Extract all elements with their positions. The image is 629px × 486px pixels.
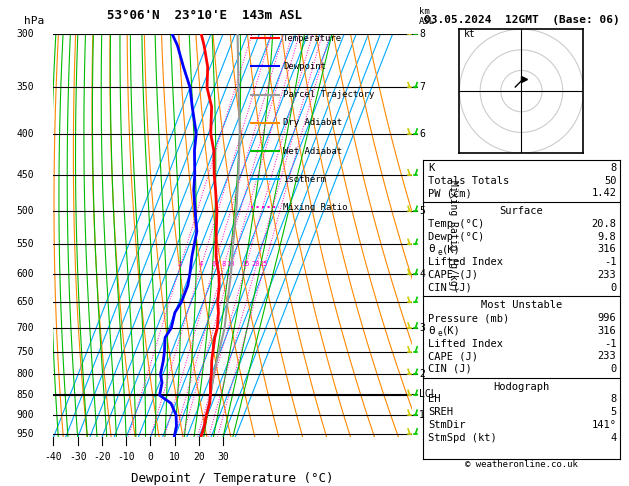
Text: 53°06'N  23°10'E  143m ASL: 53°06'N 23°10'E 143m ASL <box>106 9 301 22</box>
Text: 2: 2 <box>419 369 425 379</box>
Text: 4: 4 <box>198 260 203 266</box>
Text: 900: 900 <box>16 410 34 420</box>
Text: 450: 450 <box>16 170 34 180</box>
Text: 8: 8 <box>610 163 616 173</box>
Text: PW (cm): PW (cm) <box>428 189 472 198</box>
Text: 500: 500 <box>16 206 34 216</box>
Text: 9.8: 9.8 <box>598 232 616 242</box>
Text: SREH: SREH <box>428 407 454 417</box>
Text: e: e <box>438 248 442 257</box>
Text: Totals Totals: Totals Totals <box>428 176 509 186</box>
Text: e: e <box>438 330 442 338</box>
Text: -40: -40 <box>45 451 62 462</box>
Text: Surface: Surface <box>499 206 543 216</box>
Text: hPa: hPa <box>24 16 44 26</box>
Text: 1: 1 <box>419 410 425 420</box>
Text: StmDir: StmDir <box>428 420 466 430</box>
Text: 850: 850 <box>16 390 34 400</box>
Text: 8: 8 <box>419 29 425 39</box>
Text: (K): (K) <box>442 244 461 254</box>
Text: Mixing Ratio: Mixing Ratio <box>283 203 347 212</box>
Text: 6: 6 <box>419 129 425 139</box>
Text: 550: 550 <box>16 239 34 249</box>
Text: 7: 7 <box>419 83 425 92</box>
Text: CIN (J): CIN (J) <box>428 364 472 374</box>
Text: 10: 10 <box>169 451 181 462</box>
Text: (K): (K) <box>442 326 461 336</box>
Text: 800: 800 <box>16 369 34 379</box>
Text: 30: 30 <box>217 451 229 462</box>
Text: 316: 316 <box>598 244 616 254</box>
Text: Dry Adiabat: Dry Adiabat <box>283 118 342 127</box>
Text: 400: 400 <box>16 129 34 139</box>
Text: Lifted Index: Lifted Index <box>428 257 503 267</box>
Text: StmSpd (kt): StmSpd (kt) <box>428 433 497 443</box>
Text: CIN (J): CIN (J) <box>428 282 472 293</box>
Text: 233: 233 <box>598 270 616 280</box>
Text: 1.42: 1.42 <box>591 189 616 198</box>
Text: -20: -20 <box>93 451 111 462</box>
Text: Wet Adiabat: Wet Adiabat <box>283 146 342 156</box>
Text: Isotherm: Isotherm <box>283 175 326 184</box>
Text: 700: 700 <box>16 323 34 333</box>
Text: EH: EH <box>428 395 441 404</box>
Text: θ: θ <box>428 326 435 336</box>
Text: -30: -30 <box>69 451 87 462</box>
Text: 50: 50 <box>604 176 616 186</box>
Text: 650: 650 <box>16 297 34 307</box>
Text: 03.05.2024  12GMT  (Base: 06): 03.05.2024 12GMT (Base: 06) <box>423 15 620 25</box>
Text: km
ASL: km ASL <box>419 7 435 26</box>
Text: 15: 15 <box>241 260 249 266</box>
Text: Temp (°C): Temp (°C) <box>428 219 484 229</box>
Text: CAPE (J): CAPE (J) <box>428 351 478 361</box>
Text: 950: 950 <box>16 429 34 439</box>
Text: 750: 750 <box>16 347 34 357</box>
Text: -1: -1 <box>604 339 616 348</box>
Text: 0: 0 <box>610 282 616 293</box>
Text: 4: 4 <box>419 269 425 279</box>
Text: 141°: 141° <box>591 420 616 430</box>
Text: 6: 6 <box>211 260 216 266</box>
Text: Temperature: Temperature <box>283 34 342 43</box>
Text: Mixing Ratio (g/kg): Mixing Ratio (g/kg) <box>448 180 458 292</box>
Text: CAPE (J): CAPE (J) <box>428 270 478 280</box>
Text: Dewpoint: Dewpoint <box>283 62 326 71</box>
Text: 316: 316 <box>598 326 616 336</box>
Text: 8: 8 <box>221 260 225 266</box>
Text: 20: 20 <box>251 260 260 266</box>
Text: -1: -1 <box>604 257 616 267</box>
Text: 5: 5 <box>419 206 425 216</box>
Text: Pressure (mb): Pressure (mb) <box>428 313 509 323</box>
Text: 996: 996 <box>598 313 616 323</box>
Text: 20: 20 <box>193 451 204 462</box>
Text: 10: 10 <box>226 260 235 266</box>
Text: 0: 0 <box>610 364 616 374</box>
Text: 4: 4 <box>610 433 616 443</box>
Text: 8: 8 <box>610 395 616 404</box>
Text: Dewpoint / Temperature (°C): Dewpoint / Temperature (°C) <box>131 472 334 485</box>
Text: θ: θ <box>428 244 435 254</box>
Text: -10: -10 <box>118 451 135 462</box>
Text: Lifted Index: Lifted Index <box>428 339 503 348</box>
Text: 233: 233 <box>598 351 616 361</box>
Text: 600: 600 <box>16 269 34 279</box>
Text: K: K <box>428 163 435 173</box>
Text: 25: 25 <box>260 260 268 266</box>
Text: 300: 300 <box>16 29 34 39</box>
Text: Hodograph: Hodograph <box>493 382 550 392</box>
Text: Most Unstable: Most Unstable <box>481 300 562 311</box>
Text: 350: 350 <box>16 83 34 92</box>
Text: LCL: LCL <box>419 389 437 399</box>
Text: Parcel Trajectory: Parcel Trajectory <box>283 90 374 99</box>
Text: 3: 3 <box>419 323 425 333</box>
Text: Dewp (°C): Dewp (°C) <box>428 232 484 242</box>
Text: © weatheronline.co.uk: © weatheronline.co.uk <box>465 460 578 469</box>
Text: kt: kt <box>464 30 476 39</box>
Text: 20.8: 20.8 <box>591 219 616 229</box>
Text: 0: 0 <box>147 451 153 462</box>
Text: 2: 2 <box>177 260 182 266</box>
Text: 5: 5 <box>610 407 616 417</box>
